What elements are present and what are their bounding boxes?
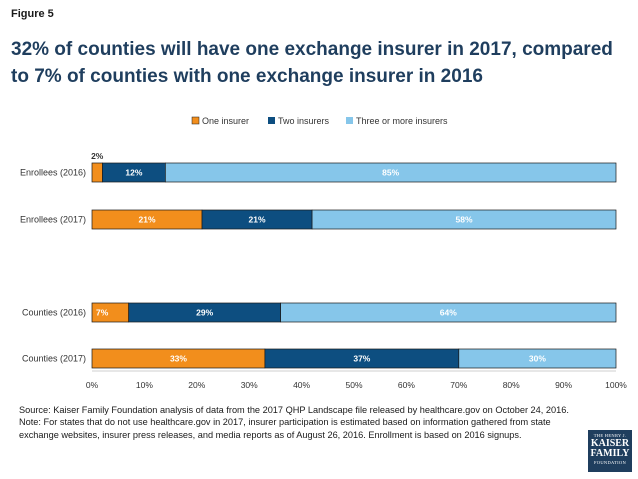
data-label: 64% [440, 308, 457, 318]
source-note: Source: Kaiser Family Foundation analysi… [19, 405, 569, 440]
bar-segment [458, 348, 617, 369]
x-tick-label: 20% [188, 380, 205, 390]
legend-swatch [346, 117, 353, 124]
data-label: 12% [125, 168, 142, 178]
legend-swatch [268, 117, 275, 124]
logo-line-4: FOUNDATION [594, 460, 626, 465]
category-label: Enrollees (2017) [20, 215, 86, 225]
kff-logo: THE HENRY J. KAISER FAMILY FOUNDATION [588, 430, 632, 472]
logo-line-3: FAMILY [590, 448, 630, 459]
logo-line-1: THE HENRY J. [593, 433, 627, 438]
data-label: 37% [353, 354, 370, 364]
x-tick-label: 100% [605, 380, 627, 390]
x-tick-label: 80% [503, 380, 520, 390]
bar-segment [91, 162, 103, 183]
x-tick-label: 10% [136, 380, 153, 390]
legend-label: Three or more insurers [356, 116, 448, 126]
x-tick-label: 60% [398, 380, 415, 390]
chart-title: 32% of counties will have one exchange i… [11, 39, 613, 87]
figure-label: Figure 5 [11, 8, 54, 20]
category-label: Counties (2016) [22, 308, 86, 318]
x-tick-label: 70% [450, 380, 467, 390]
category-label: Enrollees (2016) [20, 168, 86, 178]
bar-segment [311, 209, 617, 230]
legend-label: One insurer [202, 116, 249, 126]
x-tick-label: 30% [241, 380, 258, 390]
data-label: 21% [139, 215, 156, 225]
data-label: 29% [196, 308, 213, 318]
x-tick-label: 50% [345, 380, 362, 390]
logo-line-2: KAISER [590, 438, 630, 449]
data-label: 30% [529, 354, 546, 364]
stacked-bar-chart: One insurer Two insurers Three or more ins… [20, 116, 627, 390]
x-tick-label: 90% [555, 380, 572, 390]
data-label: 58% [456, 215, 473, 225]
legend-label: Two insurers [278, 116, 330, 126]
data-label: 85% [382, 168, 399, 178]
data-label: 33% [170, 354, 187, 364]
legend-swatch [191, 116, 200, 125]
bar-segment [165, 162, 617, 183]
x-tick-label: 40% [293, 380, 310, 390]
data-label: 21% [249, 215, 266, 225]
data-label: 2% [91, 151, 104, 161]
data-label: 7% [96, 308, 109, 318]
x-tick-label: 0% [86, 380, 99, 390]
bar-segment [280, 302, 617, 323]
category-label: Counties (2017) [22, 354, 86, 364]
